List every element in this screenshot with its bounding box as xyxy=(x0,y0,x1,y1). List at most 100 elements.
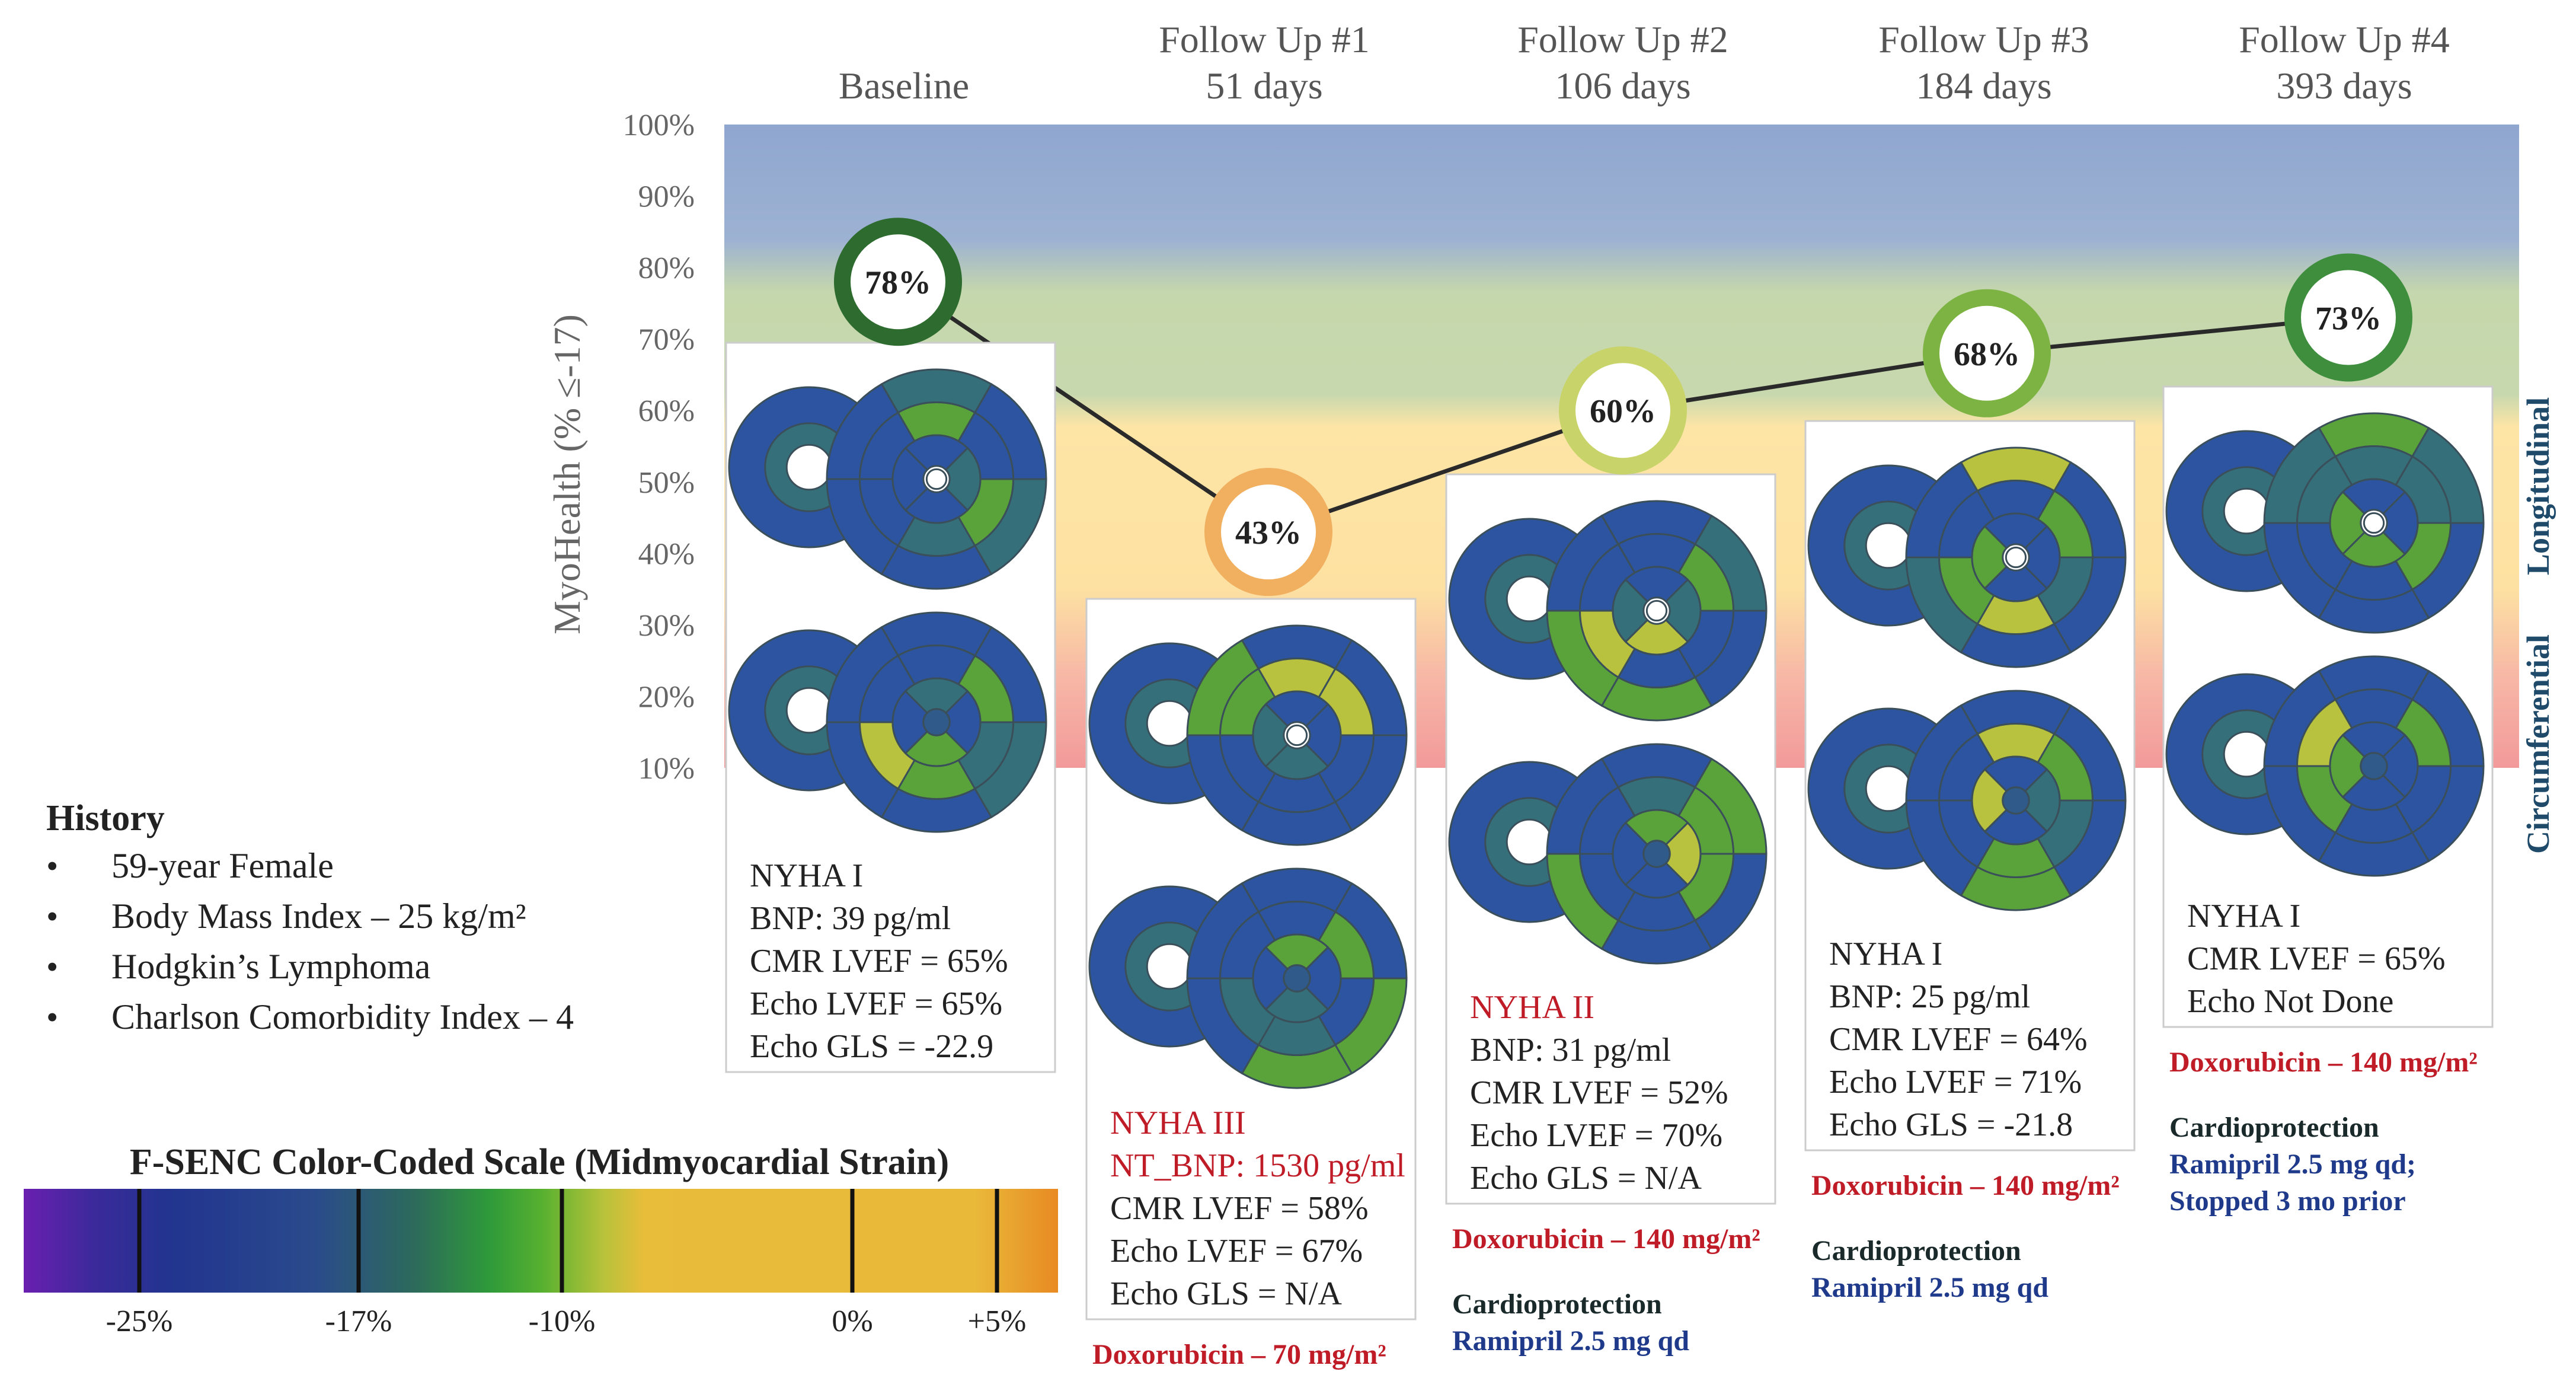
card-line: CMR LVEF = 64% xyxy=(1829,1021,2088,1058)
short-axis-lumen xyxy=(1146,943,1193,990)
scale-tick-label: +5% xyxy=(968,1304,1027,1338)
card-note: Doxorubicin – 140 mg/m² xyxy=(1811,1170,2120,1201)
myohealth-value: 68% xyxy=(1954,336,2020,373)
myohealth-ring-center xyxy=(1575,363,1670,458)
card-line: Echo LVEF = 67% xyxy=(1110,1233,1363,1269)
card-line: Echo GLS = -22.9 xyxy=(750,1028,993,1065)
strain-segment xyxy=(904,434,969,471)
y-tick-label: 90% xyxy=(638,180,695,214)
card-line: Echo GLS = N/A xyxy=(1470,1160,1702,1197)
card-line: Echo GLS = -21.8 xyxy=(1829,1106,2073,1143)
card-note: Cardioprotection xyxy=(2169,1112,2379,1143)
strain-segment xyxy=(1305,703,1342,768)
history-item: Charlson Comorbidity Index – 4 xyxy=(111,997,574,1036)
card-line: CMR LVEF = 58% xyxy=(1110,1190,1369,1227)
strain-segment xyxy=(1971,525,2008,590)
apex-segment xyxy=(1642,840,1671,868)
short-axis-lumen xyxy=(1506,575,1553,623)
myohealth-point: 73% xyxy=(2284,253,2412,382)
strain-segment xyxy=(2329,490,2366,556)
scale-bar xyxy=(24,1189,1058,1293)
myohealth-point: 60% xyxy=(1559,346,1687,475)
strain-segment xyxy=(944,446,982,512)
apex-segment xyxy=(2005,546,2027,569)
timepoint-label: Follow Up #3 xyxy=(1878,18,2089,60)
strain-segment xyxy=(1664,578,1702,643)
history-item: Body Mass Index – 25 kg/m² xyxy=(111,897,526,936)
timepoint-days: 106 days xyxy=(1555,65,1690,107)
card-line: BNP: 39 pg/ml xyxy=(750,900,951,937)
card-line: NYHA I xyxy=(1829,936,1942,972)
y-tick-label: 100% xyxy=(623,109,695,142)
short-axis-lumen xyxy=(1865,765,1912,812)
apex-segment xyxy=(1645,599,1668,622)
timepoint-card: NYHA III NT_BNP: 1530 pg/ml CMR LVEF = 58%… xyxy=(1085,598,1417,1370)
strain-segment xyxy=(2341,531,2406,568)
apex-segment xyxy=(925,468,948,490)
history-item: Hodgkin’s Lymphoma xyxy=(111,947,430,986)
timepoint-label: Baseline xyxy=(839,65,969,107)
apex-segment xyxy=(2363,512,2385,534)
card-note: Ramipril 2.5 mg qd xyxy=(1452,1325,1689,1357)
card-note: Ramipril 2.5 mg qd xyxy=(1811,1272,2048,1303)
strain-segment xyxy=(1624,618,1689,656)
short-axis-lumen xyxy=(2223,487,2270,535)
y-tick-label: 10% xyxy=(638,752,695,786)
card-line: BNP: 31 pg/ml xyxy=(1470,1032,1671,1068)
strain-segment xyxy=(2341,478,2406,515)
short-axis-lumen xyxy=(1865,522,1912,569)
myohealth-point: 78% xyxy=(834,218,962,346)
myohealth-value: 73% xyxy=(2315,301,2382,337)
card-line: BNP: 25 pg/ml xyxy=(1829,978,2030,1015)
card-note: Doxorubicin – 140 mg/m² xyxy=(1452,1223,1760,1255)
card-line: Echo GLS = N/A xyxy=(1110,1275,1342,1312)
history-item: 59-year Female xyxy=(111,846,334,885)
scale-tick-label: -25% xyxy=(106,1304,173,1338)
card-line: CMR LVEF = 65% xyxy=(750,943,1008,980)
myohealth-value: 60% xyxy=(1590,393,1656,430)
scale-tick-label: -17% xyxy=(325,1304,392,1338)
side-label-longitudinal: Longitudinal xyxy=(2520,397,2556,575)
apex-segment xyxy=(922,708,951,736)
history-bullet: • xyxy=(46,948,58,986)
timepoint-days: 51 days xyxy=(1206,65,1322,107)
strain-segment xyxy=(2024,525,2061,590)
side-label-circumferential: Circumferential xyxy=(2520,634,2556,854)
apex-segment xyxy=(2360,752,2388,780)
history-title: History xyxy=(46,798,165,838)
card-line: CMR LVEF = 65% xyxy=(2187,940,2446,977)
myohealth-ring-center xyxy=(851,234,945,330)
card-line: NYHA II xyxy=(1470,989,1594,1026)
strain-segment xyxy=(1612,578,1649,643)
card-note: Doxorubicin – 140 mg/m² xyxy=(2169,1047,2478,1078)
card-note: Doxorubicin – 70 mg/m² xyxy=(1092,1339,1386,1370)
strain-segment xyxy=(904,487,969,524)
strain-segment xyxy=(1252,703,1289,768)
timepoint-days: 184 days xyxy=(1916,65,2051,107)
y-tick-label: 70% xyxy=(638,323,695,357)
y-tick-label: 30% xyxy=(638,609,695,643)
card-line: CMR LVEF = 52% xyxy=(1470,1074,1728,1111)
card-line: Echo LVEF = 71% xyxy=(1829,1064,2082,1100)
card-line: Echo LVEF = 70% xyxy=(1470,1117,1722,1154)
timepoint-label: Follow Up #4 xyxy=(2239,18,2450,60)
y-axis-label: MyoHealth (% ≤-17) xyxy=(546,314,588,634)
card-line: NYHA I xyxy=(2187,898,2300,934)
strain-segment xyxy=(1624,566,1689,603)
card-line: NYHA III xyxy=(1110,1105,1246,1141)
strain-segment xyxy=(1983,512,2048,550)
strain-segment xyxy=(2382,490,2419,556)
history-bullet: • xyxy=(46,847,58,885)
myohealth-ring-center xyxy=(1939,305,2034,401)
timepoint-card: NYHA I BNP: 39 pg/ml CMR LVEF = 65% Echo LV… xyxy=(725,342,1056,1073)
apex-segment xyxy=(1283,964,1311,993)
scale-tick-label: -10% xyxy=(529,1304,596,1338)
strain-segment xyxy=(1983,565,2048,602)
timepoint-card: NYHA I BNP: 25 pg/ml CMR LVEF = 64% Echo LV… xyxy=(1804,420,2136,1303)
strain-segment xyxy=(1264,690,1329,728)
card-note: Stopped 3 mo prior xyxy=(2169,1185,2406,1217)
y-tick-label: 40% xyxy=(638,537,695,571)
y-tick-label: 50% xyxy=(638,466,695,500)
y-tick-label: 20% xyxy=(638,680,695,714)
timepoint-label: Follow Up #1 xyxy=(1159,18,1370,60)
